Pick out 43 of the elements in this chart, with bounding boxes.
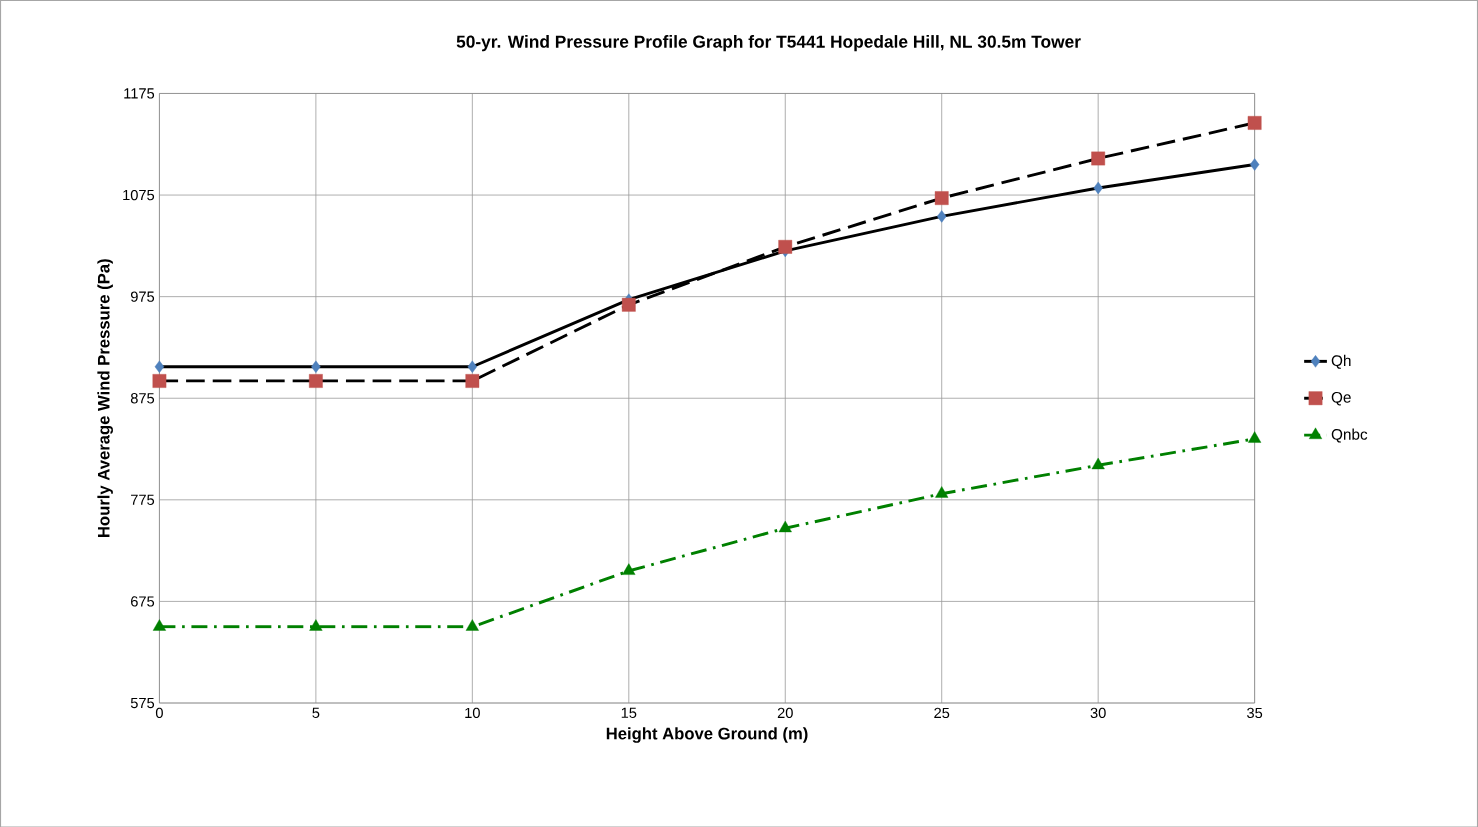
y-tick-label: 775 [131,494,155,505]
point [154,360,165,373]
legend-label: Qnbc [1331,428,1368,443]
y-tick-label: 1175 [124,88,155,99]
point [1248,431,1262,443]
x-tick-label: 35 [1247,707,1263,718]
point [1247,115,1262,130]
x-axis-title: Height Above Ground (m) [606,727,808,743]
point [621,297,636,312]
x-tick-label: 0 [155,707,163,718]
point [309,619,323,631]
x-tick-label: 30 [1090,707,1106,718]
point [1091,457,1105,469]
point [467,360,478,373]
point [1091,151,1106,166]
y-tick-label: 675 [131,596,155,607]
legend-label: Qe [1331,391,1351,406]
point [465,619,479,631]
chart-title: 50-yr. Wind Pressure Profile Graph for T5441 Hopedale Hill, NL 30.5m Tower [456,34,1081,52]
point [937,209,947,223]
point [309,373,323,388]
y-tick-label: 975 [130,291,155,302]
point [778,239,793,254]
point [1093,181,1103,194]
point [152,373,167,388]
point [311,360,321,373]
x-tick-label: 5 [312,707,320,718]
point [778,520,792,532]
x-tick-label: 25 [934,707,950,718]
x-tick-label: 15 [621,707,637,718]
y-tick-label: 1075 [123,189,155,201]
x-tick-label: 20 [777,707,793,718]
y-tick-label: 575 [130,697,155,708]
point [622,563,636,575]
point [152,619,166,631]
point [935,485,949,498]
point [934,191,949,205]
y-axis-title: Hourly Average Wind Pressure (Pa) [97,259,113,537]
y-tick-label: 875 [130,392,155,404]
point [465,373,480,388]
point [1249,158,1260,171]
legend-label: Qh [1331,354,1351,369]
x-tick-label: 10 [465,707,480,718]
